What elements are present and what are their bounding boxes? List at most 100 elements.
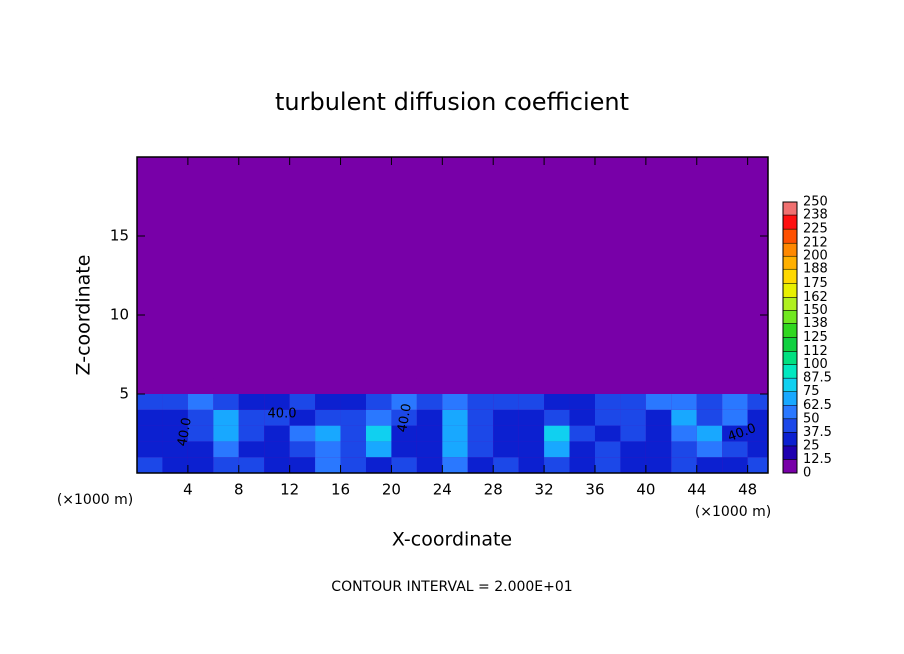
field-cell [620, 441, 646, 458]
field-cell [467, 457, 494, 473]
colorbar-segment [782, 228, 798, 244]
y-tick-label: 5 [119, 385, 129, 403]
field-cell [416, 378, 443, 394]
field-cell [187, 457, 214, 473]
colorbar-segment [782, 214, 798, 230]
field-cell [722, 425, 748, 442]
colorbar-label: 200 [803, 249, 828, 264]
field-cell [747, 457, 768, 473]
field-cell [671, 457, 697, 473]
field-cell [213, 409, 239, 426]
field-cell [544, 394, 570, 410]
field-cell [162, 425, 188, 442]
field-cell [696, 457, 723, 473]
field-cell [442, 457, 468, 473]
field-cell [569, 394, 595, 410]
field-cell [289, 441, 316, 458]
colorbar-segment [782, 242, 798, 257]
y-tick-label: 10 [110, 306, 129, 324]
field-cell [493, 441, 519, 458]
field-cell [340, 441, 366, 458]
field-cell [340, 409, 366, 426]
field-cell [365, 409, 392, 426]
colorbar-label: 100 [803, 357, 828, 372]
field-cell [391, 394, 417, 410]
contour-label: 40.0 [395, 402, 415, 433]
x-tick-label: 44 [687, 481, 706, 499]
chart-title: turbulent diffusion coefficient [275, 88, 629, 116]
field-cell [289, 409, 316, 426]
field-cell [645, 409, 672, 426]
field-cell [365, 378, 392, 394]
field-cell [620, 409, 646, 426]
field-cell [187, 425, 214, 442]
colorbar-label: 225 [803, 222, 828, 237]
field-cell [493, 378, 519, 394]
colorbar-segment [782, 255, 798, 270]
field-cell [238, 441, 265, 458]
field-cell [315, 457, 341, 473]
field-cell [569, 378, 595, 394]
field-cell [518, 441, 545, 458]
field-cell [620, 425, 646, 442]
field-cell [722, 457, 748, 473]
field-cell [442, 394, 468, 410]
field-cell [594, 394, 621, 410]
field-cell [264, 409, 290, 426]
field-cell [493, 409, 519, 426]
colorbar-segment [782, 432, 798, 447]
field-cell [569, 409, 595, 426]
colorbar-segment [782, 310, 798, 324]
field-cell [671, 425, 697, 442]
colorbar-label: 62.5 [803, 398, 832, 413]
field-cell [722, 409, 748, 426]
field-cell [722, 394, 748, 410]
colorbar-label: 125 [803, 330, 828, 345]
field-cell [187, 409, 214, 426]
colorbar-segment [782, 297, 798, 311]
field-cell [594, 425, 621, 442]
y-tick-label: 15 [110, 227, 129, 245]
colorbar-label: 238 [803, 208, 828, 223]
field-cell [671, 441, 697, 458]
field-cell [645, 394, 672, 410]
field-cell [391, 378, 417, 394]
field-cell [569, 441, 595, 458]
field-cell [594, 457, 621, 473]
field-cell [264, 425, 290, 442]
colorbar-segment [782, 391, 798, 406]
x-tick-label: 20 [382, 481, 401, 499]
colorbar-label: 112 [803, 344, 828, 359]
field-cell [137, 425, 163, 442]
field-cell [544, 457, 570, 473]
field-cell [696, 394, 723, 410]
field-cell [264, 441, 290, 458]
field-cell [747, 425, 768, 442]
colorbar-segment [782, 268, 798, 284]
field-cell [722, 378, 748, 394]
field-cell [416, 457, 443, 473]
field [137, 157, 768, 473]
colorbar-label: 250 [803, 195, 828, 210]
x-tick-label: 4 [183, 481, 193, 499]
field-cell [442, 425, 468, 442]
field-cell [416, 441, 443, 458]
field-cell [391, 441, 417, 458]
x-unit-right: (×1000 m) [695, 504, 771, 520]
field-cell [213, 457, 239, 473]
field-cell [315, 441, 341, 458]
field-cell [645, 425, 672, 442]
field-cell [162, 457, 188, 473]
field-cell [467, 425, 494, 442]
field-cell [594, 409, 621, 426]
x-tick-label: 40 [636, 481, 655, 499]
field-cell [467, 409, 494, 426]
field-cell [289, 378, 316, 394]
field-cell [137, 441, 163, 458]
field-cell [264, 457, 290, 473]
field-cell [365, 441, 392, 458]
contour-label: 40.0 [175, 416, 195, 447]
field-cell [213, 394, 239, 410]
field-cell [289, 394, 316, 410]
colorbar-segment [782, 445, 798, 460]
